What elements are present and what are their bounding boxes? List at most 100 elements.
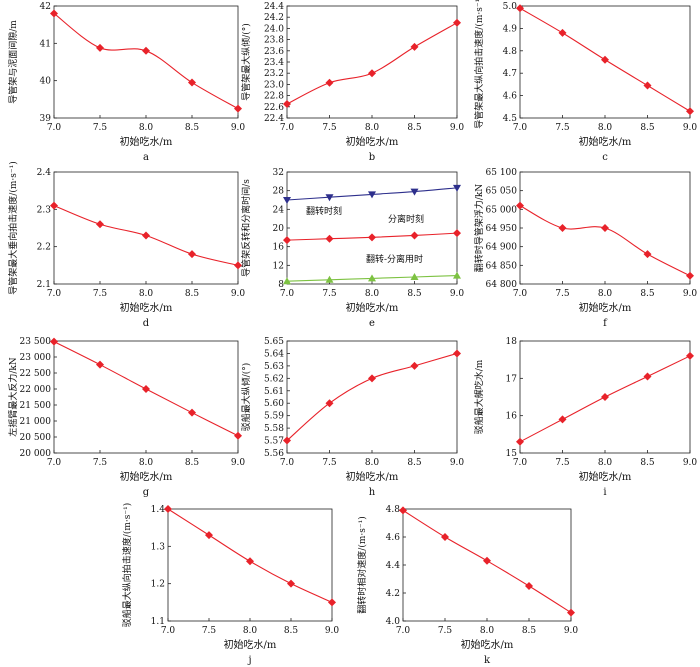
- y-tick-label: 64 900: [486, 243, 518, 253]
- chart-k: 7.0 7.5 8.0 8.5 9.0 4.0 4.2 4.4 4.6 4.8 初始吃水/m 翻转时相…: [356, 505, 578, 666]
- y-tick-label: 1.4: [151, 505, 166, 515]
- chart-f: 7.0 7.5 8.0 8.5 9.0 64 800 64 850 64 900 64 950 6…: [473, 168, 697, 329]
- y-tick-label: 4.6: [503, 92, 518, 102]
- data-point: [205, 531, 213, 540]
- series-line-b-0: [286, 22, 458, 105]
- y-tick-label: 21 500: [20, 401, 52, 411]
- plot-frame: [53, 171, 239, 285]
- y-tick-label: 5.62: [264, 374, 284, 384]
- y-tick-label: 39: [40, 114, 52, 124]
- data-point: [516, 4, 524, 13]
- x-tick-label: 8.5: [185, 289, 200, 299]
- y-axis-label: 驳船最大纵倾/(°): [240, 363, 252, 432]
- panel-label: g: [143, 487, 150, 498]
- x-tick-label: 8.5: [185, 123, 200, 133]
- y-tick-label: 23.0: [264, 80, 284, 90]
- series-line-h-0: [286, 352, 458, 441]
- y-tick-label: 24: [273, 205, 285, 215]
- panel-label: i: [603, 487, 606, 498]
- x-axis-label: 初始吃水/m: [346, 470, 399, 483]
- series-line-f-0: [519, 205, 691, 277]
- chart-h: 7.0 7.5 8.0 8.5 9.0 5.56 5.57 5.58 5.59 5.60 5.61 5…: [240, 337, 464, 498]
- data-point: [558, 415, 567, 424]
- y-tick-label: 5.59: [264, 412, 284, 422]
- x-axis-label: 初始吃水/m: [120, 301, 173, 314]
- plot-frame: [402, 508, 572, 622]
- y-tick-label: 24.0: [264, 24, 284, 34]
- data-point: [287, 579, 295, 588]
- data-point: [325, 78, 334, 87]
- y-tick-label: 64 850: [486, 261, 518, 271]
- data-point: [410, 231, 419, 240]
- y-tick-label: 64 800: [486, 280, 518, 290]
- y-axis-label: 翻转时相对速度/(m·s⁻¹): [356, 516, 368, 613]
- data-point: [643, 250, 652, 259]
- panel-label: d: [143, 318, 150, 329]
- y-tick-label: 4.6: [386, 533, 401, 543]
- y-tick-label: 28: [273, 187, 285, 197]
- y-tick-label: 4.7: [503, 69, 518, 79]
- data-point: [601, 224, 609, 232]
- x-axis-label: 初始吃水/m: [461, 638, 514, 651]
- x-tick-label: 9.0: [450, 458, 465, 468]
- x-tick-label: 9.0: [683, 458, 698, 468]
- data-point: [686, 271, 694, 280]
- data-point: [142, 385, 150, 393]
- x-tick-label: 8.5: [407, 458, 422, 468]
- x-tick-label: 7.5: [555, 123, 570, 133]
- y-tick-label: 5.63: [264, 362, 284, 372]
- y-axis-label: 导管架反转和分离时间/s: [240, 179, 252, 277]
- panel-label: c: [602, 152, 608, 163]
- data-point: [601, 55, 609, 64]
- chart-i: 7.0 7.5 8.0 8.5 9.0 15 16 17 18 初始吃水/m 驳船最大艉吃水/m i: [473, 337, 697, 498]
- data-point: [325, 234, 334, 243]
- x-tick-label: 9.0: [231, 123, 246, 133]
- y-tick-label: 4.9: [503, 24, 518, 34]
- x-tick-label: 7.0: [47, 458, 62, 468]
- data-point: [516, 437, 524, 446]
- x-tick-label: 8.0: [365, 289, 380, 299]
- data-point: [283, 277, 291, 285]
- data-point: [325, 194, 334, 202]
- chart-c: 7.0 7.5 8.0 8.5 9.0 4.5 4.6 4.7 4.8 4.9 5.0 初始吃水/m 导…: [473, 0, 697, 163]
- data-point: [246, 557, 254, 566]
- y-tick-label: 22.4: [264, 114, 284, 124]
- y-tick-label: 5.56: [264, 449, 284, 459]
- data-point: [188, 78, 196, 87]
- y-tick-label: 40: [40, 77, 52, 87]
- series-line-j-0: [167, 508, 333, 603]
- y-tick-label: 2.1: [37, 280, 51, 290]
- x-tick-label: 7.5: [322, 123, 337, 133]
- y-tick-label: 5.60: [264, 399, 284, 409]
- data-point: [50, 337, 58, 346]
- chart-b: 7.0 7.5 8.0 8.5 9.022.422.622.823.023.223.42…: [240, 2, 464, 163]
- y-tick-label: 23 000: [20, 353, 52, 363]
- data-point: [453, 349, 461, 358]
- data-point: [142, 46, 150, 55]
- y-tick-label: 23.4: [264, 58, 284, 68]
- data-point: [96, 220, 104, 229]
- x-tick-label: 8.0: [243, 626, 258, 636]
- y-tick-label: 20: [273, 224, 285, 234]
- y-tick-label: 5.57: [264, 437, 284, 447]
- x-tick-label: 7.5: [555, 289, 570, 299]
- x-axis-label: 初始吃水/m: [120, 135, 173, 148]
- panel-label: f: [603, 318, 608, 329]
- y-tick-label: 5.0: [503, 2, 518, 12]
- y-tick-label: 1.1: [151, 617, 165, 627]
- y-axis-label: 导管架最大纵倾/(°): [240, 23, 252, 101]
- panel-label: a: [143, 152, 149, 163]
- data-point: [643, 81, 652, 90]
- y-tick-label: 15: [506, 449, 518, 459]
- y-tick-label: 22.6: [264, 103, 284, 113]
- y-tick-label: 2.3: [37, 205, 52, 215]
- x-tick-label: 7.0: [513, 289, 528, 299]
- y-tick-label: 65 000: [486, 205, 518, 215]
- x-tick-label: 8.0: [139, 458, 154, 468]
- y-tick-label: 4.2: [386, 589, 400, 599]
- data-point: [453, 271, 461, 279]
- chart-d: 7.0 7.5 8.0 8.5 9.0 2.1 2.2 2.3 2.4 初始吃水/m 导管架最大垂向…: [7, 161, 245, 329]
- x-tick-label: 8.0: [365, 458, 380, 468]
- x-tick-label: 9.0: [231, 458, 246, 468]
